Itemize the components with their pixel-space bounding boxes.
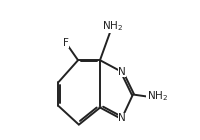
- Text: NH$_2$: NH$_2$: [147, 90, 168, 103]
- Text: N: N: [118, 67, 126, 77]
- Text: NH$_2$: NH$_2$: [102, 19, 123, 33]
- Text: F: F: [63, 38, 69, 48]
- Text: N: N: [118, 113, 126, 123]
